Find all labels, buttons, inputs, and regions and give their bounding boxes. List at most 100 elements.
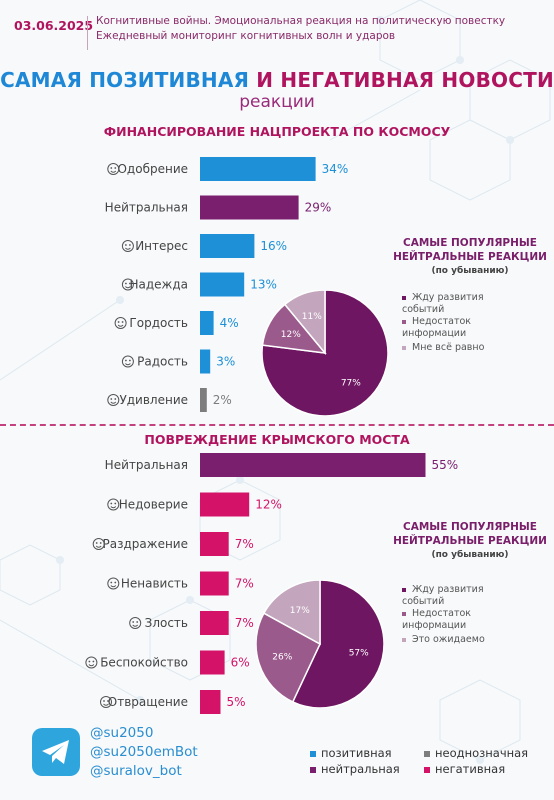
pie-value-label: 26% xyxy=(272,652,292,662)
thinking-icon xyxy=(121,240,134,252)
pie-legend-label: Мне всё равно xyxy=(412,342,485,353)
bar xyxy=(200,272,245,297)
bar-value-label: 34% xyxy=(322,162,349,176)
bar-category-label: Одобрение xyxy=(117,162,188,176)
bar-category-label: Удивление xyxy=(119,393,188,407)
bar xyxy=(200,650,225,675)
bar xyxy=(200,571,229,596)
heart-eyes-icon xyxy=(107,163,120,175)
bar xyxy=(200,453,426,477)
bar-category-label: Надежда xyxy=(129,278,188,292)
legend-ambiguous: неоднозначная xyxy=(424,746,528,760)
laughing-icon xyxy=(121,355,134,368)
pie-slice xyxy=(283,290,326,356)
pie-slice xyxy=(291,580,384,708)
bar xyxy=(200,611,229,635)
bar-value-label: 7% xyxy=(235,616,254,630)
bar-value-label: 6% xyxy=(231,656,250,670)
report-date: 03.06.2025 xyxy=(14,18,94,33)
section-1-title: ФИНАНСИРОВАНИЕ НАЦПРОЕКТА ПО КОСМОСУ xyxy=(103,124,451,139)
pie-legend-item: Недостаток информации xyxy=(402,608,502,632)
bar-category-label: Нейтральная xyxy=(105,458,188,472)
telegram-icon xyxy=(32,728,80,776)
distrust-icon xyxy=(107,498,120,511)
bar-value-label: 16% xyxy=(260,239,287,253)
pie-2-title: САМЫЕ ПОПУЛЯРНЫЕ НЕЙТРАЛЬНЫЕ РЕАКЦИИ (по… xyxy=(390,520,550,562)
disgust-icon xyxy=(100,696,112,708)
bar xyxy=(200,311,214,335)
pie-1-title-text: САМЫЕ ПОПУЛЯРНЫЕ НЕЙТРАЛЬНЫЕ РЕАКЦИИ xyxy=(393,237,547,263)
legend-negative: негативная xyxy=(424,762,505,776)
header-divider xyxy=(87,16,88,50)
pie-legend-item: Мне всё равно xyxy=(402,342,502,354)
legend-label: негативная xyxy=(435,762,506,776)
pie-value-label: 57% xyxy=(349,649,369,659)
pie-legend-label: Недостаток информации xyxy=(402,316,472,339)
bar-value-label: 13% xyxy=(250,278,277,292)
legend-label: неоднозначная xyxy=(435,746,529,760)
bar xyxy=(200,690,221,714)
legend-positive: позитивная xyxy=(310,746,392,760)
bar-category-label: Ненависть xyxy=(121,577,188,591)
trophy-icon xyxy=(114,317,127,329)
header-line-2: Ежедневный мониторинг когнитивных волн и… xyxy=(96,30,396,42)
pie-legend-item: Это ожидаемо xyxy=(402,634,502,646)
title-connector: И xyxy=(249,68,281,92)
bar-category-label: Отвращение xyxy=(108,695,188,709)
pie-legend-item: Жду развития событий xyxy=(402,292,502,316)
pie-legend-swatch xyxy=(402,345,406,350)
bar-chart-crimea-bridge: Нейтральная 55% Недоверие 12% Раздражение 7% Н… xyxy=(85,453,459,714)
pie-legend-swatch xyxy=(402,587,406,592)
bar-category-label: Интерес xyxy=(135,239,188,253)
page-title: САМАЯ ПОЗИТИВНАЯ И НЕГАТИВНАЯ НОВОСТИ xyxy=(0,68,554,92)
surprised-icon xyxy=(107,394,120,406)
bar-category-label: Раздражение xyxy=(103,537,188,551)
bar-value-label: 3% xyxy=(216,355,235,369)
bar-category-label: Гордость xyxy=(129,316,188,330)
header-line-1: Когнитивные войны. Эмоциональная реакция… xyxy=(96,15,506,27)
handle-link[interactable]: @suralov_bot xyxy=(90,763,182,779)
bar-value-label: 4% xyxy=(220,316,239,330)
pie-legend-item: Жду развития событий xyxy=(402,584,502,608)
bar-category-label: Нейтральная xyxy=(105,201,188,215)
legend-swatch xyxy=(424,766,430,773)
pie-legend-label: Недостаток информации xyxy=(402,608,472,631)
bar-value-label: 55% xyxy=(432,458,459,472)
bar-category-label: Недоверие xyxy=(119,498,188,512)
legend-swatch xyxy=(310,766,316,773)
pie-2-title-text: САМЫЕ ПОПУЛЯРНЫЕ НЕЙТРАЛЬНЫЕ РЕАКЦИИ xyxy=(393,521,547,547)
handle-link[interactable]: @su2050 xyxy=(90,725,154,741)
legend-label: нейтральная xyxy=(321,762,400,776)
pie-value-label: 17% xyxy=(290,606,310,616)
handle-link[interactable]: @su2050emBot xyxy=(90,744,198,760)
bar xyxy=(200,388,207,412)
bar-category-label: Злость xyxy=(145,616,188,630)
bar-category-label: Радость xyxy=(137,355,188,369)
pie-chart-1: 77% 12%11% xyxy=(262,290,388,416)
worried-icon xyxy=(85,656,98,669)
page-subtitle: реакции xyxy=(239,92,315,112)
pie-slice xyxy=(262,580,321,646)
bar-value-label: 7% xyxy=(235,577,254,591)
pie-value-label: 12% xyxy=(281,330,301,340)
bar-value-label: 29% xyxy=(305,201,332,215)
pie-chart-2: 57% 26% 17% xyxy=(256,580,384,708)
title-negative-part: НЕГАТИВНАЯ НОВОСТИ xyxy=(280,68,554,92)
pie-value-label: 11% xyxy=(302,312,322,322)
pie-legend-label: Жду развития событий xyxy=(402,292,484,315)
bar xyxy=(200,492,250,517)
pie-2-subtitle: (по убыванию) xyxy=(431,550,509,560)
praying-hands-icon xyxy=(121,278,134,291)
title-positive-part: САМАЯ ПОЗИТИВНАЯ xyxy=(0,68,250,92)
bar-value-label: 12% xyxy=(255,498,282,512)
pie-legend-swatch xyxy=(402,637,406,642)
bar-category-label: Беспокойство xyxy=(100,656,188,670)
bar xyxy=(200,532,229,556)
pie-legend-swatch xyxy=(402,295,406,300)
bar xyxy=(200,349,211,374)
telegram-handles: @su2050 @su2050emBot @suralov_bot xyxy=(90,724,198,781)
legend-swatch xyxy=(310,750,316,757)
section-2-title: ПОВРЕЖДЕНИЕ КРЫМСКОГО МОСТА xyxy=(144,432,410,447)
section-separator xyxy=(0,424,554,426)
